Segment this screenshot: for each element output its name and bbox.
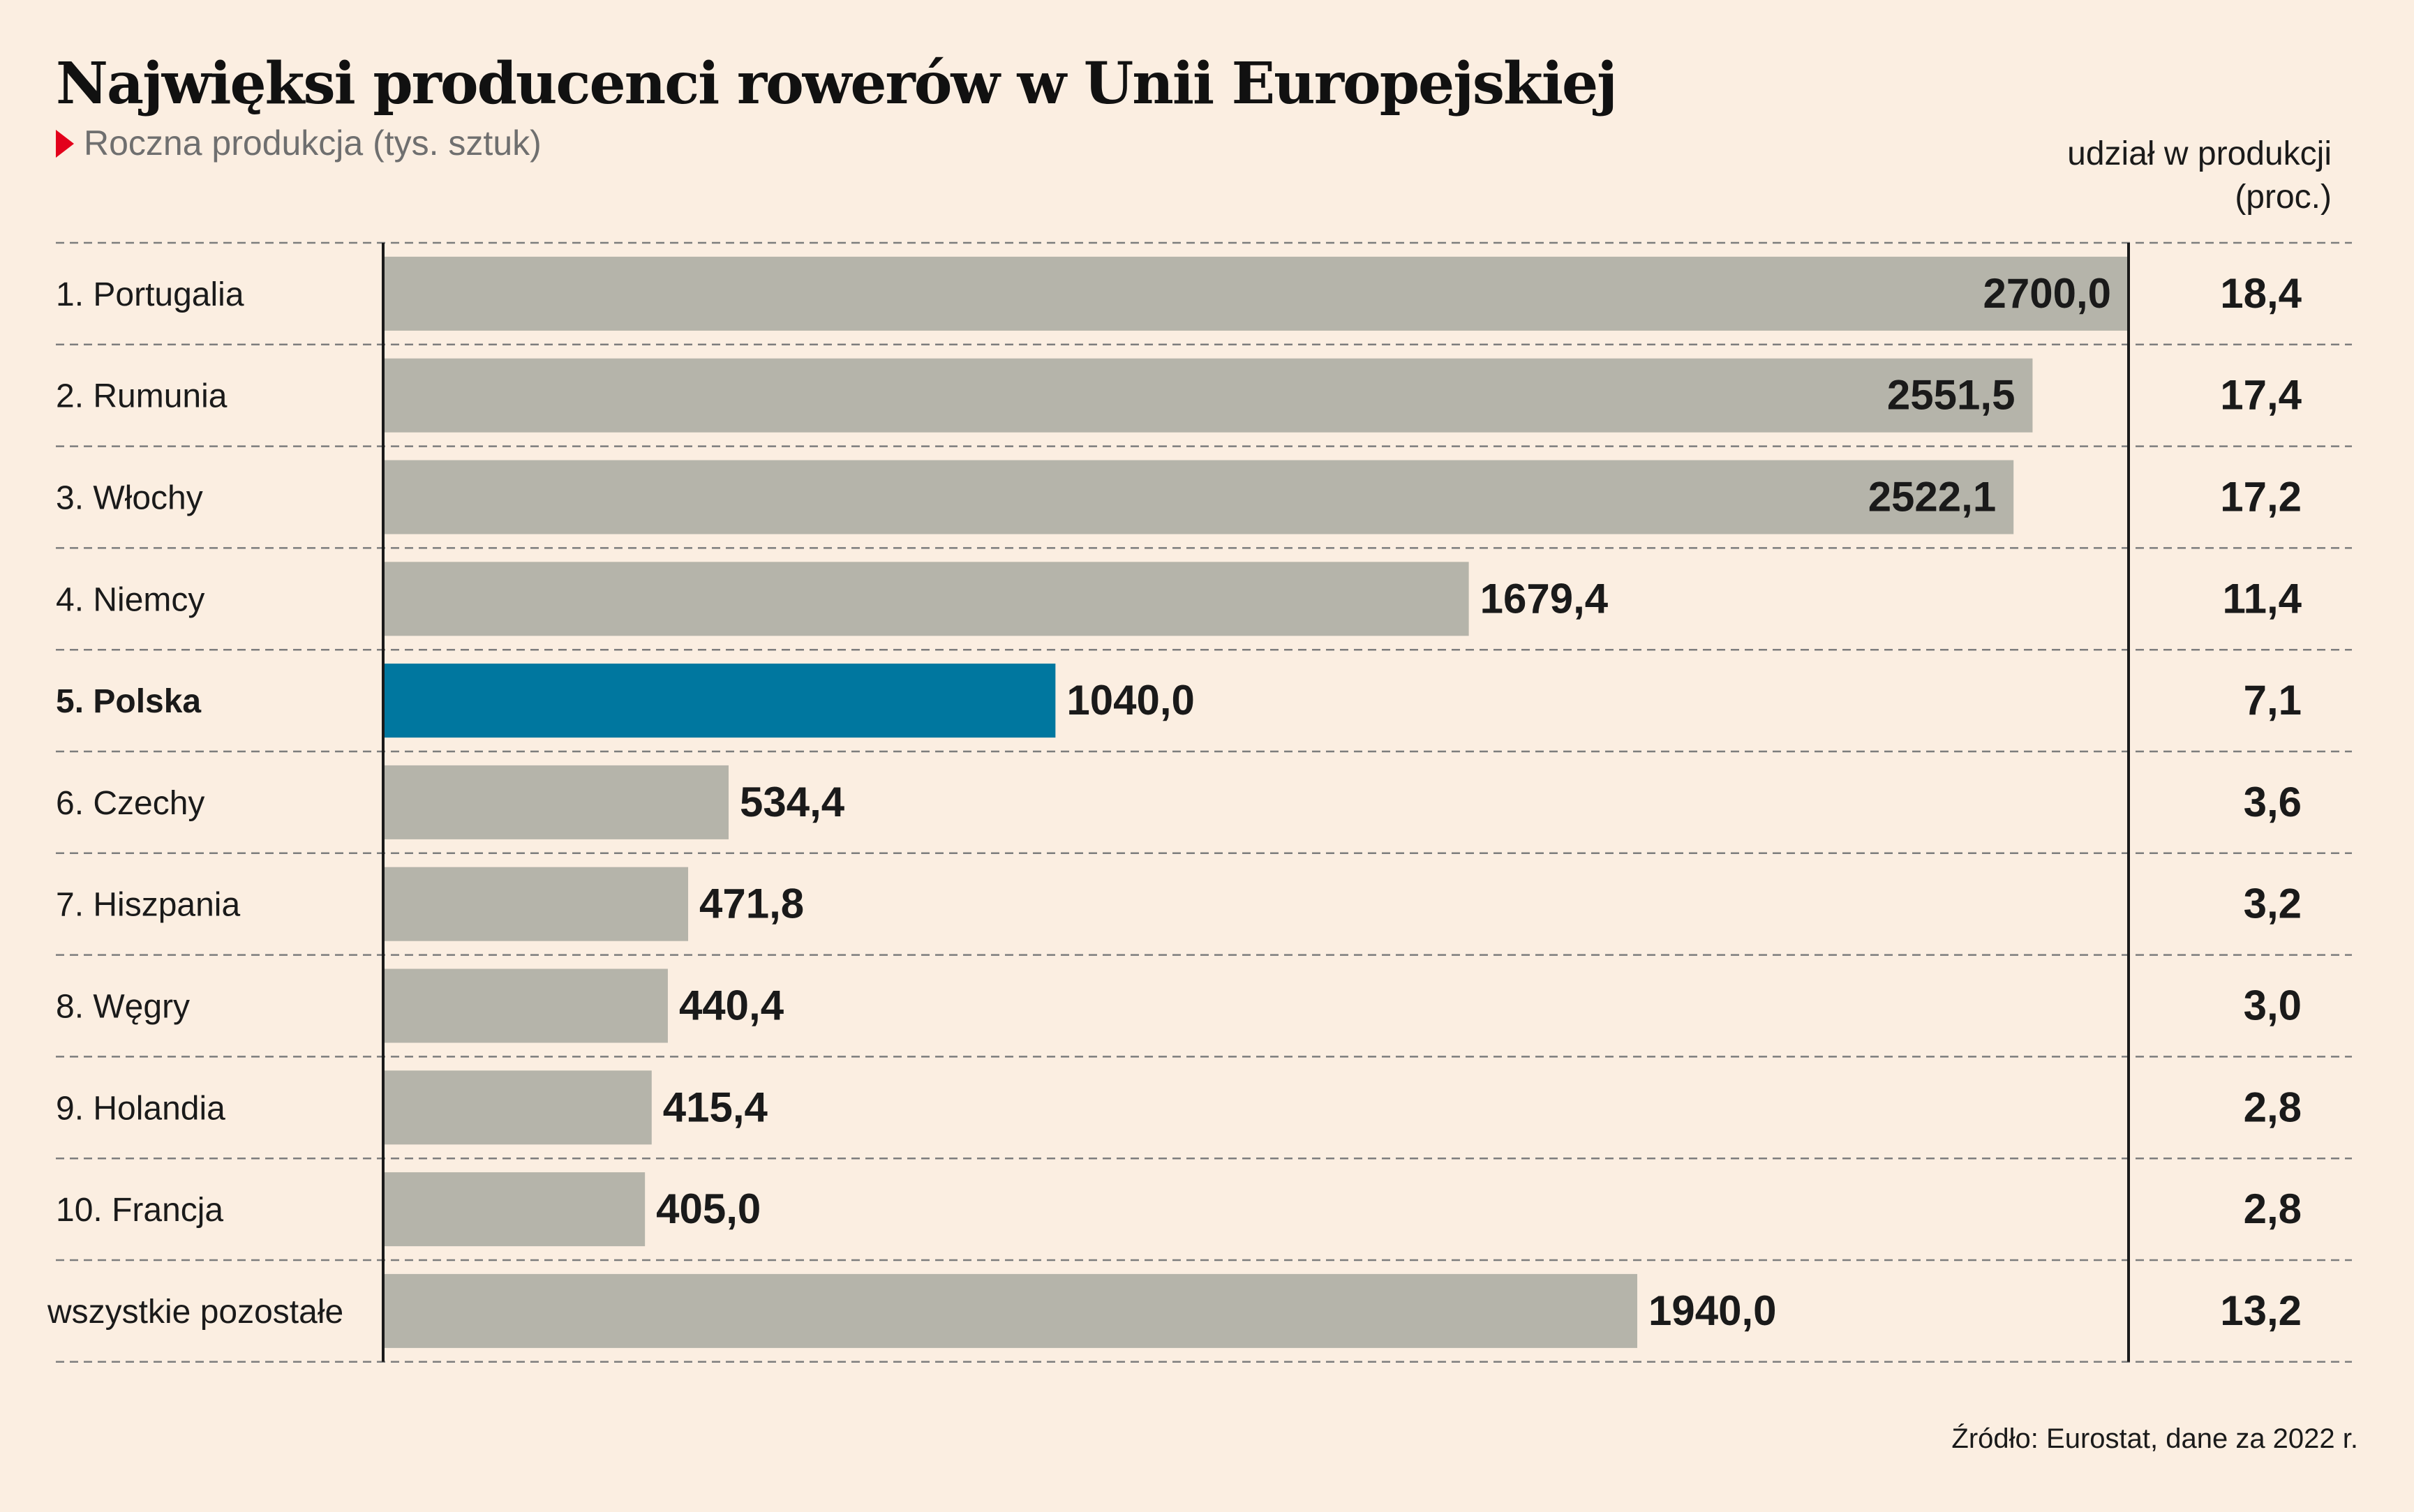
bar bbox=[383, 968, 668, 1043]
chart-subtitle: Roczna produkcja (tys. sztuk) bbox=[56, 123, 542, 163]
value-label: 2522,1 bbox=[1868, 474, 1997, 521]
share-value: 7,1 bbox=[2244, 677, 2302, 724]
category-label: 5. Polska bbox=[56, 683, 201, 720]
share-column-header: udział w produkcji (proc.) bbox=[2067, 133, 2332, 219]
category-label: wszystkie pozostałe bbox=[47, 1294, 343, 1331]
share-value: 2,8 bbox=[2244, 1185, 2302, 1232]
bar bbox=[383, 256, 2129, 331]
share-value: 17,4 bbox=[2220, 372, 2302, 419]
value-label: 415,4 bbox=[663, 1084, 768, 1130]
share-value: 17,2 bbox=[2220, 474, 2302, 521]
value-label: 440,4 bbox=[679, 982, 784, 1029]
share-value: 2,8 bbox=[2244, 1084, 2302, 1130]
category-label: 2. Rumunia bbox=[56, 378, 228, 415]
share-value: 3,6 bbox=[2244, 779, 2302, 825]
bar bbox=[383, 562, 1469, 636]
category-label: 10. Francja bbox=[56, 1192, 223, 1229]
value-label: 2551,5 bbox=[1887, 372, 2016, 419]
chart-title: Najwięksi producenci rowerów w Unii Euro… bbox=[56, 50, 1618, 117]
bar bbox=[383, 358, 2033, 433]
share-header-line1: udział w produkcji bbox=[2067, 135, 2332, 172]
bar bbox=[383, 1070, 652, 1145]
category-label: 9. Holandia bbox=[56, 1090, 225, 1127]
share-value: 13,2 bbox=[2220, 1287, 2302, 1334]
value-label: 534,4 bbox=[740, 779, 845, 825]
value-label: 1040,0 bbox=[1066, 677, 1195, 724]
category-label: 7. Hiszpania bbox=[56, 887, 240, 924]
bar bbox=[383, 1172, 646, 1247]
bar bbox=[383, 765, 729, 839]
value-label: 1679,4 bbox=[1480, 575, 1609, 622]
category-label: 3. Włochy bbox=[56, 480, 203, 517]
category-label: 6. Czechy bbox=[56, 785, 204, 822]
bar bbox=[383, 867, 689, 941]
subtitle-text: Roczna produkcja (tys. sztuk) bbox=[84, 123, 542, 163]
value-label: 2700,0 bbox=[1983, 270, 2111, 317]
category-label: 1. Portugalia bbox=[56, 276, 244, 313]
share-value: 3,2 bbox=[2244, 881, 2302, 927]
value-label: 405,0 bbox=[656, 1185, 761, 1232]
source-note: Źródło: Eurostat, dane za 2022 r. bbox=[1951, 1423, 2358, 1454]
bar bbox=[383, 664, 1056, 738]
share-value: 18,4 bbox=[2220, 270, 2302, 317]
category-label: 4. Niemcy bbox=[56, 581, 204, 618]
share-value: 3,0 bbox=[2244, 982, 2302, 1029]
category-label: 8. Węgry bbox=[56, 989, 190, 1026]
bar bbox=[383, 1273, 1638, 1348]
bar bbox=[383, 460, 2014, 534]
value-label: 1940,0 bbox=[1648, 1287, 1777, 1334]
share-header-line2: (proc.) bbox=[2235, 179, 2332, 216]
triangle-marker-icon bbox=[56, 130, 74, 158]
value-label: 471,8 bbox=[699, 881, 804, 927]
share-value: 11,4 bbox=[2223, 575, 2302, 622]
